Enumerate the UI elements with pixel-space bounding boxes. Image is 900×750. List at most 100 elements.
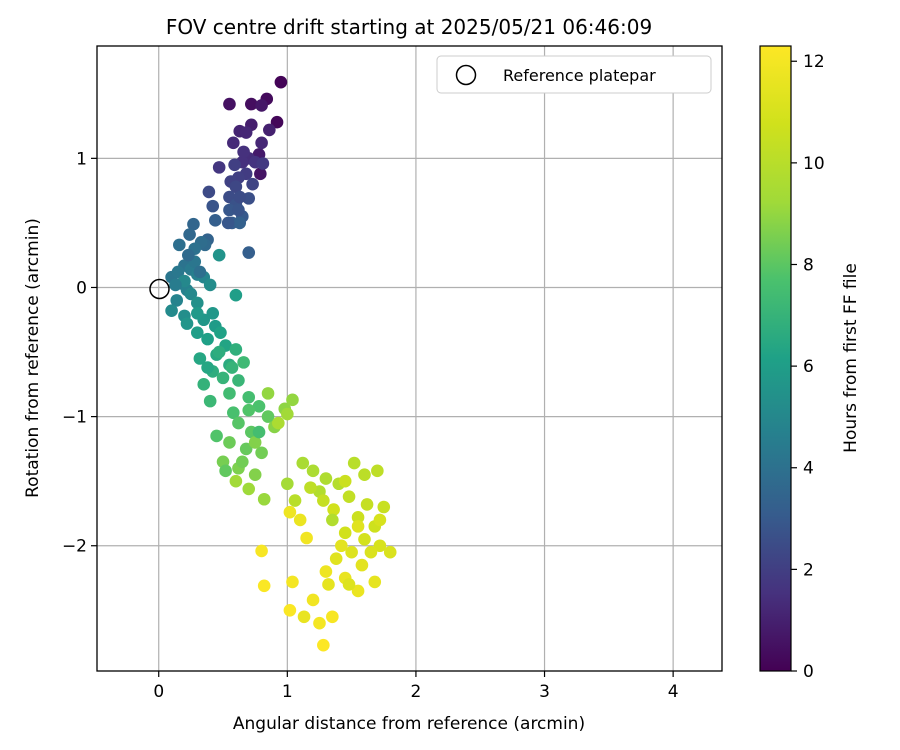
- data-point: [306, 593, 320, 607]
- data-point: [351, 511, 365, 524]
- data-point: [377, 500, 391, 514]
- legend-box: [436, 55, 712, 94]
- data-point: [342, 490, 356, 503]
- data-point: [227, 136, 240, 150]
- data-point: [288, 494, 302, 507]
- data-point: [223, 97, 236, 111]
- data-point: [232, 203, 245, 217]
- data-point: [300, 531, 313, 545]
- data-point: [255, 446, 268, 460]
- data-point: [383, 545, 397, 559]
- data-point: [351, 520, 365, 533]
- data-point: [319, 472, 333, 485]
- data-point: [281, 407, 294, 421]
- data-point: [261, 387, 275, 400]
- data-point: [351, 584, 365, 598]
- data-point: [338, 526, 352, 540]
- colorbar: [759, 45, 792, 672]
- x-tick-label: 4: [668, 682, 679, 702]
- data-point: [286, 393, 299, 407]
- data-point: [206, 307, 220, 320]
- y-tick-label: −1: [62, 408, 87, 428]
- data-point: [229, 180, 243, 194]
- data-point: [183, 228, 196, 241]
- colorbar-tick-label: 10: [803, 154, 825, 174]
- data-point: [255, 99, 268, 112]
- data-point: [191, 296, 204, 310]
- data-point: [214, 326, 227, 339]
- data-point: [232, 416, 245, 430]
- data-point: [210, 429, 223, 443]
- data-point: [173, 238, 186, 252]
- data-point: [293, 513, 307, 527]
- data-point: [228, 158, 241, 172]
- data-point: [270, 115, 284, 129]
- data-point: [206, 199, 220, 213]
- legend-marker: [455, 64, 477, 86]
- data-point: [364, 545, 378, 559]
- y-tick-label: 1: [76, 149, 87, 169]
- data-point: [252, 425, 266, 439]
- data-point: [212, 161, 226, 174]
- data-point: [201, 361, 214, 374]
- data-point: [355, 558, 369, 572]
- data-point: [358, 468, 371, 482]
- data-point: [229, 288, 243, 302]
- data-point: [180, 317, 194, 330]
- data-point: [203, 394, 217, 408]
- data-point: [219, 464, 232, 478]
- x-tick-label: 2: [411, 682, 422, 702]
- data-point: [345, 545, 358, 559]
- data-point: [347, 456, 361, 470]
- data-point: [368, 575, 382, 589]
- data-point: [225, 361, 239, 374]
- x-tick-label: 1: [282, 682, 293, 702]
- data-point: [182, 248, 195, 262]
- data-point: [193, 265, 207, 279]
- data-point: [335, 539, 348, 553]
- y-tick-label: −2: [62, 537, 87, 557]
- data-point: [239, 442, 253, 456]
- data-point: [203, 278, 217, 292]
- data-point: [296, 456, 310, 470]
- data-point: [248, 468, 262, 482]
- data-point: [239, 126, 253, 139]
- data-point: [221, 216, 235, 230]
- data-point: [360, 498, 374, 511]
- data-point: [233, 190, 247, 204]
- data-point: [373, 513, 387, 527]
- data-point: [274, 75, 288, 89]
- data-point: [246, 177, 259, 191]
- data-point: [252, 399, 266, 413]
- data-point: [202, 185, 216, 199]
- data-point: [216, 371, 230, 385]
- data-point: [319, 565, 333, 578]
- data-point: [304, 481, 317, 494]
- data-point: [306, 464, 320, 478]
- data-point: [263, 123, 276, 137]
- data-point: [322, 578, 335, 591]
- grid: [97, 46, 722, 671]
- x-tick-label: 0: [153, 682, 164, 702]
- colorbar-tick-label: 2: [803, 560, 814, 580]
- data-point: [255, 136, 268, 150]
- data-point: [257, 492, 271, 506]
- data-point: [232, 374, 245, 387]
- data-point: [229, 474, 243, 488]
- data-point: [191, 307, 204, 320]
- data-point: [209, 214, 222, 227]
- data-point: [327, 503, 340, 516]
- data-point: [326, 513, 339, 527]
- data-point: [329, 552, 343, 565]
- data-point: [358, 532, 371, 546]
- data-point: [317, 638, 330, 652]
- data-point: [256, 157, 270, 170]
- data-point: [184, 287, 198, 301]
- colorbar-ticks: 0 2 4 6 8 10 12: [791, 52, 825, 682]
- data-point: [229, 343, 243, 356]
- data-point: [242, 390, 256, 404]
- data-point: [326, 610, 339, 624]
- colorbar-tick-label: 4: [803, 459, 814, 479]
- colorbar-tick-label: 8: [803, 255, 814, 275]
